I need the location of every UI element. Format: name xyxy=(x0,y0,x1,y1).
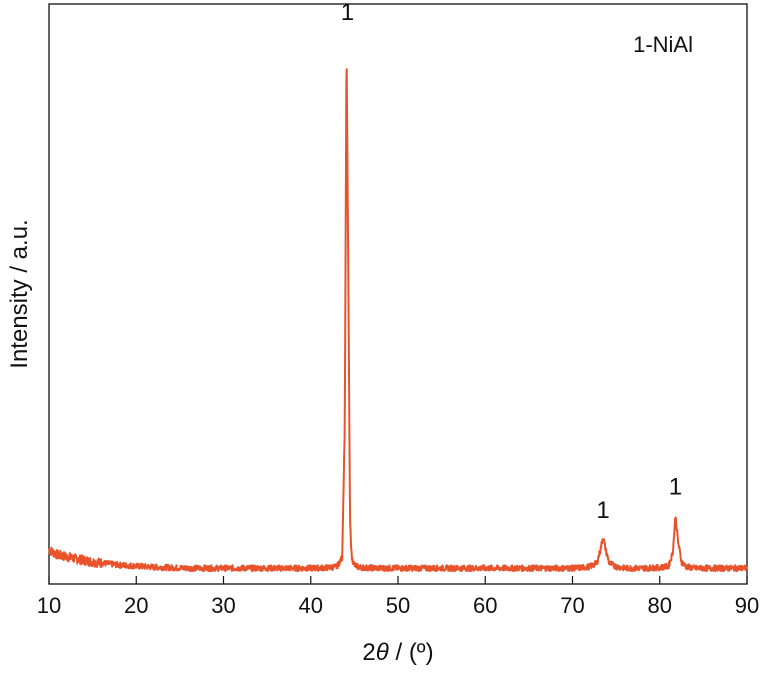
peak-label-2: 1 xyxy=(596,497,609,524)
peak-label-3: 1 xyxy=(669,473,682,500)
peak-annotations: 1 1 1 xyxy=(341,0,682,524)
x-axis-title-prefix: 2 xyxy=(362,639,375,666)
x-tick-label-10: 10 xyxy=(37,593,61,618)
x-tick-labels: 10 20 30 40 50 60 70 80 90 xyxy=(37,593,759,618)
x-tick-label-90: 90 xyxy=(735,593,759,618)
x-tick-label-50: 50 xyxy=(386,593,410,618)
x-ticks xyxy=(48,576,748,584)
peak-label-1: 1 xyxy=(341,0,354,26)
x-tick-label-30: 30 xyxy=(211,593,235,618)
x-axis-title-symbol: θ xyxy=(376,639,389,666)
legend-label: 1-NiAl xyxy=(633,32,693,57)
x-tick-label-60: 60 xyxy=(473,593,497,618)
series-line-1-nial xyxy=(48,68,748,573)
x-tick-label-40: 40 xyxy=(299,593,323,618)
plot-frame xyxy=(48,3,748,585)
x-tick-label-80: 80 xyxy=(648,593,672,618)
x-tick-label-70: 70 xyxy=(560,593,584,618)
x-axis-title-suffix: / (º) xyxy=(389,639,434,666)
y-axis-title: Intensity / a.u. xyxy=(6,219,33,368)
x-axis-title: 2θ / (º) xyxy=(362,639,433,666)
x-tick-label-20: 20 xyxy=(124,593,148,618)
